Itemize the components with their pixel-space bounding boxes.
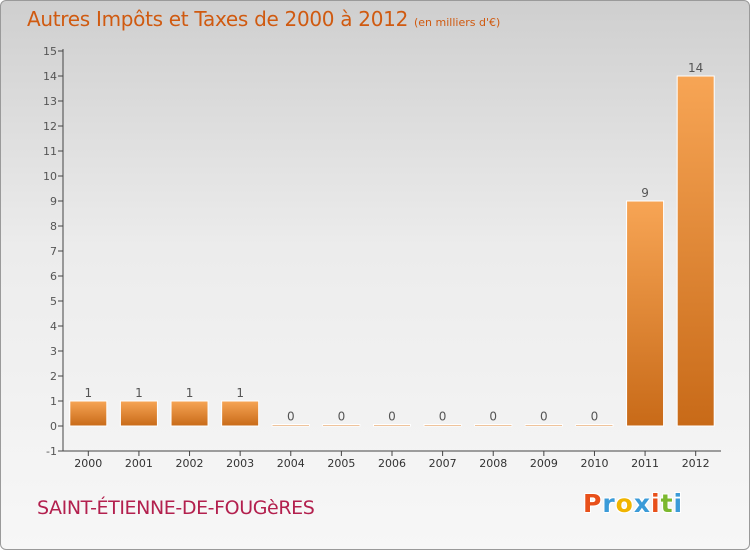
bar-2005 — [322, 424, 361, 427]
x-tick-label-2009: 2009 — [530, 457, 558, 470]
bar-2012 — [676, 75, 715, 427]
data-label-2008: 0 — [489, 410, 497, 424]
y-tick-label: 9 — [50, 195, 57, 208]
x-tick-label-2007: 2007 — [429, 457, 457, 470]
x-tick-label-2011: 2011 — [631, 457, 659, 470]
y-tick-label: 1 — [50, 395, 57, 408]
bar-2001 — [119, 400, 158, 427]
logo-letter: o — [615, 489, 634, 518]
y-tick-label: 13 — [43, 95, 57, 108]
chart-unit: (en milliers d'€) — [414, 16, 501, 29]
y-tick-label: -1 — [46, 445, 57, 458]
proxiti-logo[interactable]: Proxiti — [583, 489, 683, 518]
data-label-2003: 1 — [236, 386, 244, 400]
y-tick-label: 4 — [50, 320, 57, 333]
data-label-2002: 1 — [186, 386, 194, 400]
data-label-2001: 1 — [135, 386, 143, 400]
data-label-2000: 1 — [84, 386, 92, 400]
y-tick-label: 5 — [50, 295, 57, 308]
bar-2002 — [170, 400, 209, 427]
logo-letter: i — [673, 489, 684, 518]
y-tick-label: 10 — [43, 170, 57, 183]
x-tick-label-2003: 2003 — [226, 457, 254, 470]
x-tick-label-2006: 2006 — [378, 457, 406, 470]
y-tick-label: 8 — [50, 220, 57, 233]
data-label-2010: 0 — [591, 410, 599, 424]
logo-letter: i — [651, 489, 661, 518]
bar-2000 — [69, 400, 108, 427]
data-label-2005: 0 — [338, 410, 346, 424]
data-label-2007: 0 — [439, 410, 447, 424]
x-tick-label-2010: 2010 — [580, 457, 608, 470]
data-label-2006: 0 — [388, 410, 396, 424]
data-label-2009: 0 — [540, 410, 548, 424]
x-tick-label-2012: 2012 — [682, 457, 710, 470]
commune-name: SAINT-ÉTIENNE-DE-FOUGèRES — [37, 497, 315, 519]
x-tick-label-2002: 2002 — [176, 457, 204, 470]
x-tick-label-2000: 2000 — [74, 457, 102, 470]
x-tick-label-2005: 2005 — [327, 457, 355, 470]
logo-letter: P — [583, 489, 603, 518]
y-tick-label: 14 — [43, 70, 57, 83]
bar-2007 — [423, 424, 462, 427]
y-tick-label: 11 — [43, 145, 57, 158]
data-label-2011: 9 — [641, 186, 649, 200]
logo-letter: x — [633, 489, 651, 518]
y-tick-label: 3 — [50, 345, 57, 358]
x-tick-label-2004: 2004 — [277, 457, 305, 470]
bar-2011 — [626, 200, 665, 427]
y-tick-label: 2 — [50, 370, 57, 383]
bar-2009 — [524, 424, 563, 427]
bar-2010 — [575, 424, 614, 427]
y-tick-label: 0 — [50, 420, 57, 433]
y-tick-label: 7 — [50, 245, 57, 258]
logo-letter: r — [602, 489, 616, 518]
bar-2006 — [373, 424, 411, 427]
data-label-2012: 14 — [688, 61, 703, 75]
x-tick-label-2001: 2001 — [125, 457, 153, 470]
y-tick-label: 12 — [43, 120, 57, 133]
logo-letter: t — [660, 489, 674, 518]
y-tick-label: 6 — [50, 270, 57, 283]
data-label-2004: 0 — [287, 410, 295, 424]
bar-2004 — [271, 424, 310, 427]
chart-title: Autres Impôts et Taxes de 2000 à 2012 — [27, 7, 408, 31]
y-tick-label: 15 — [43, 45, 57, 58]
x-tick-label-2008: 2008 — [479, 457, 507, 470]
bar-2008 — [474, 424, 513, 427]
bar-2003 — [221, 400, 260, 427]
chart-title-block: Autres Impôts et Taxes de 2000 à 2012 (en… — [27, 7, 500, 31]
